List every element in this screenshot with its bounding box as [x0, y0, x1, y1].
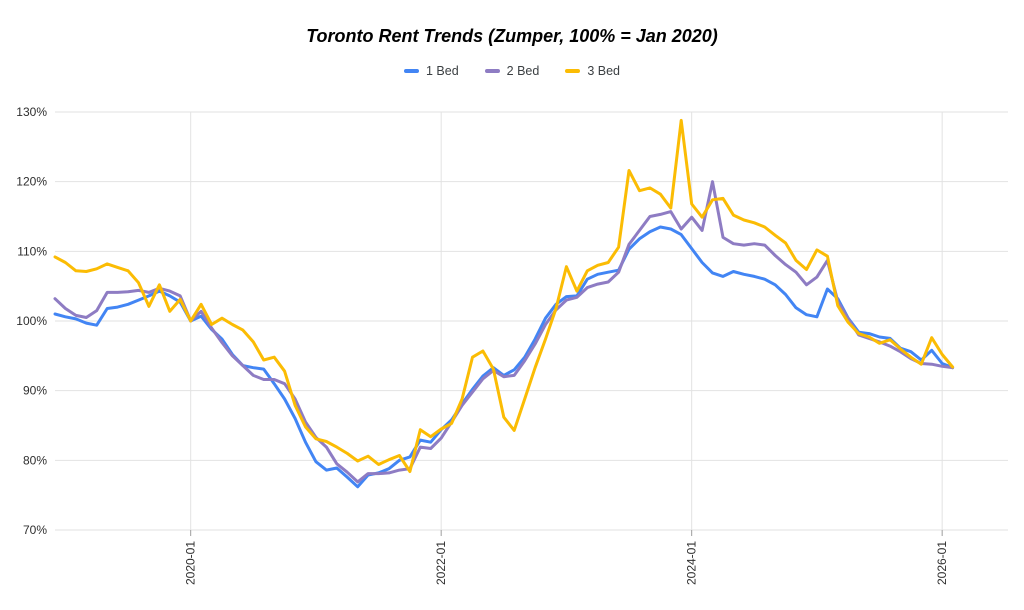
y-axis-tick-label: 80%: [23, 453, 47, 467]
legend-item-2bed: 2 Bed: [484, 64, 540, 78]
legend-label-1bed: 1 Bed: [425, 64, 459, 78]
x-axis-tick-label: 2020-01: [184, 541, 198, 585]
legend-label-2bed: 2 Bed: [506, 64, 540, 78]
y-axis-tick-label: 120%: [16, 175, 47, 189]
legend-swatch-2bed-icon: [484, 69, 500, 73]
axis-ticks: [190, 530, 943, 537]
series-lines: [53, 118, 955, 489]
series-line-1-bed: [53, 225, 955, 489]
legend-label-3bed: 3 Bed: [587, 64, 620, 78]
y-axis-tick-label: 90%: [23, 384, 47, 398]
legend-swatch-3bed-icon: [565, 69, 581, 73]
y-axis-tick-label: 110%: [17, 244, 47, 258]
chart-legend: 1 Bed 2 Bed 3 Bed: [0, 64, 1024, 78]
gridlines: [55, 111, 1008, 531]
y-axis-tick-label: 70%: [23, 523, 47, 537]
legend-item-1bed: 1 Bed: [403, 64, 459, 78]
legend-swatch-1bed-icon: [403, 69, 419, 73]
legend-item-3bed: 3 Bed: [565, 64, 620, 78]
x-axis-tick-label: 2024-01: [685, 541, 699, 585]
series-line-3-bed: [53, 118, 955, 473]
x-axis-tick-label: 2022-01: [434, 541, 448, 585]
x-axis-tick-label: 2026-01: [935, 541, 949, 585]
axis-labels: 70% 80% 90% 100% 110% 120% 130% 2020-01 2022-01 2…: [16, 105, 949, 585]
series-line-2-bed: [53, 180, 955, 484]
y-axis-tick-label: 130%: [16, 105, 47, 119]
chart-title: Toronto Rent Trends (Zumper, 100% = Jan …: [306, 26, 718, 46]
y-axis-tick-label: 100%: [16, 314, 47, 328]
